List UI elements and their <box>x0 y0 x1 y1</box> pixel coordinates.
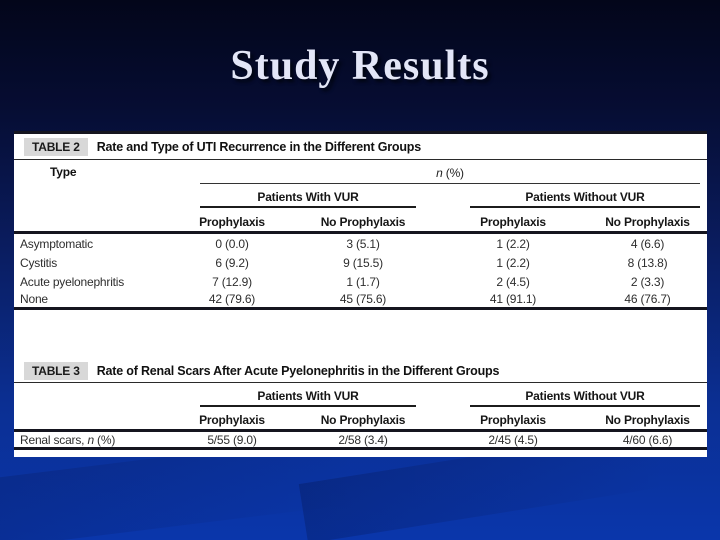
table3-col-prophylaxis-2: Prophylaxis <box>480 412 546 427</box>
table3-group-without-vur: Patients Without VUR <box>470 383 700 407</box>
table2-col-prophylaxis-1: Prophylaxis <box>199 214 265 229</box>
table-row: Acute pyelonephritis 7 (12.9) 1 (1.7) 2 … <box>20 274 665 289</box>
table2-number-chip: TABLE 2 <box>24 137 88 156</box>
tables-panel: TABLE 2 Rate and Type of UTI Recurrence … <box>14 131 707 457</box>
renal-scars-label: Renal scars, n (%) <box>20 432 116 447</box>
table3-title-row: TABLE 3 Rate of Renal Scars After Acute … <box>14 359 707 383</box>
table3-subheader-row: Prophylaxis No Prophylaxis Prophylaxis N… <box>14 410 707 432</box>
table-row: Asymptomatic 0 (0.0) 3 (5.1) 1 (2.2) 4 (… <box>20 236 665 251</box>
table-uti-recurrence: TABLE 2 Rate and Type of UTI Recurrence … <box>14 131 707 310</box>
table2-group-with-vur: Patients With VUR <box>200 184 416 208</box>
table2-group-header-row: Patients With VUR Patients Without VUR <box>14 184 707 212</box>
table3-col-no-prophylaxis-1: No Prophylaxis <box>320 412 406 427</box>
table3-number-chip: TABLE 3 <box>24 361 88 380</box>
page-title: Study Results <box>230 43 490 89</box>
table2-subheader-row: Prophylaxis No Prophylaxis Prophylaxis N… <box>14 212 707 234</box>
table3-title: Rate of Renal Scars After Acute Pyelonep… <box>96 363 500 378</box>
table2-col-no-prophylaxis-2: No Prophylaxis <box>605 214 690 229</box>
table2-col-prophylaxis-2: Prophylaxis <box>480 214 546 229</box>
table3-group-header-row: Patients With VUR Patients Without VUR <box>14 383 707 410</box>
table3-col-prophylaxis-1: Prophylaxis <box>199 412 265 427</box>
table2-unit-header: n (%) <box>200 166 700 184</box>
table-row: Cystitis 6 (9.2) 9 (15.5) 1 (2.2) 8 (13.… <box>20 255 668 270</box>
table2-title-row: TABLE 2 Rate and Type of UTI Recurrence … <box>14 134 707 160</box>
table-row: None 42 (79.6) 45 (75.6) 41 (91.1) 46 (7… <box>14 291 707 310</box>
table-row: Renal scars, n (%) 5/55 (9.0) 2/58 (3.4)… <box>14 432 707 450</box>
table-renal-scars: TABLE 3 Rate of Renal Scars After Acute … <box>14 359 707 450</box>
table2-type-header: Type <box>50 165 77 179</box>
table3-group-with-vur: Patients With VUR <box>200 383 416 407</box>
table2-title: Rate and Type of UTI Recurrence in the D… <box>96 139 421 154</box>
table2-col-no-prophylaxis-1: No Prophylaxis <box>320 214 406 229</box>
table2-group-without-vur: Patients Without VUR <box>470 184 700 208</box>
table2-unit-row: Type n (%) <box>14 160 707 184</box>
table3-col-no-prophylaxis-2: No Prophylaxis <box>605 412 690 427</box>
